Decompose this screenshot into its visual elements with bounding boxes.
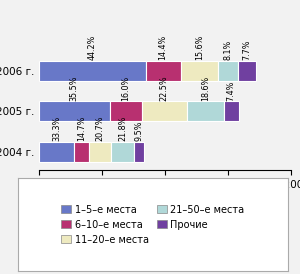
Text: 9.5%: 9.5% (134, 121, 143, 141)
Text: 44.2%: 44.2% (88, 35, 97, 61)
Text: 15.6%: 15.6% (195, 35, 204, 61)
Bar (134, 142, 144, 162)
X-axis label: Млн грн.: Млн грн. (141, 192, 189, 202)
Bar (238, 61, 256, 81)
Text: 7.7%: 7.7% (243, 40, 252, 61)
Text: 33.3%: 33.3% (52, 116, 61, 141)
Legend: 1–5–е места, 6–10–е места, 11–20–е места, 21–50–е места, Прочие: 1–5–е места, 6–10–е места, 11–20–е места… (57, 200, 249, 249)
Bar (89, 142, 111, 162)
Bar (181, 61, 218, 81)
Bar (110, 101, 142, 121)
Bar (187, 101, 224, 121)
Text: 21.8%: 21.8% (118, 116, 127, 141)
Bar (39, 61, 146, 81)
Text: 20.7%: 20.7% (96, 116, 105, 141)
Text: 35.5%: 35.5% (70, 75, 79, 101)
Bar (218, 61, 238, 81)
Bar (39, 142, 74, 162)
Text: 8.1%: 8.1% (224, 40, 232, 61)
Text: 14.4%: 14.4% (159, 35, 168, 61)
Text: 16.0%: 16.0% (121, 76, 130, 101)
Bar (39, 101, 110, 121)
Text: 18.6%: 18.6% (201, 76, 210, 101)
Text: 22.5%: 22.5% (160, 75, 169, 101)
Bar (224, 101, 239, 121)
Bar (146, 61, 181, 81)
Text: 7.4%: 7.4% (226, 81, 236, 101)
Bar (74, 142, 89, 162)
Bar (111, 142, 134, 162)
Text: 14.7%: 14.7% (77, 116, 86, 141)
Bar (142, 101, 187, 121)
